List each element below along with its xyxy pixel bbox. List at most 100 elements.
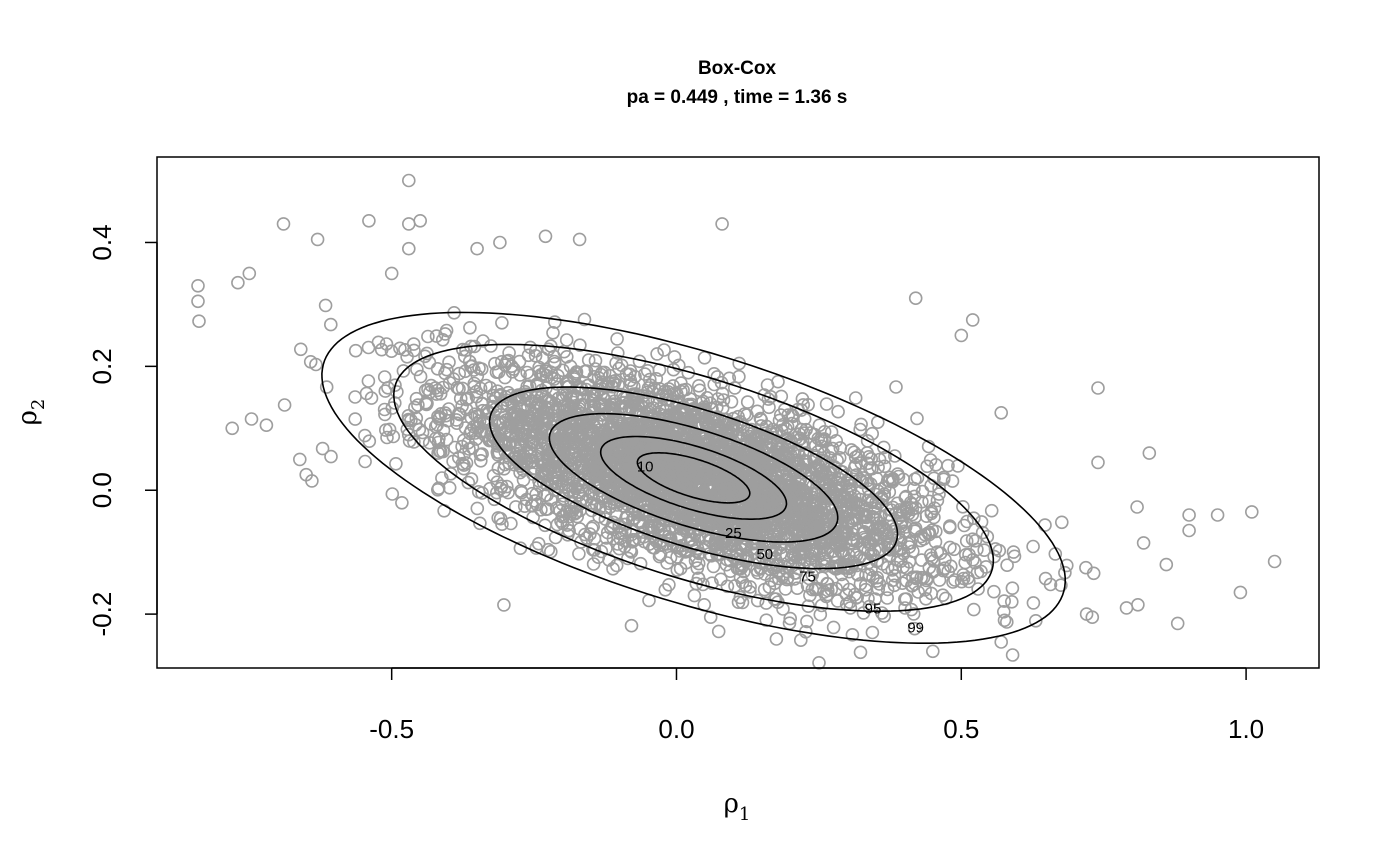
data-point [438,327,453,341]
contour-labels: 10 25 50 75 95 99 [637,459,924,637]
data-point [431,435,446,450]
data-point [348,412,363,426]
data-point [624,377,639,392]
data-point [586,491,601,506]
data-point [551,470,566,485]
data-point [994,635,1009,649]
data-point [413,369,428,384]
data-point [809,494,824,509]
data-point [489,485,504,500]
data-point [893,554,908,569]
data-point [555,363,570,378]
data-point [1038,571,1053,586]
data-point [559,375,574,390]
data-point [975,525,990,540]
data-point [547,354,562,369]
data-point [754,561,769,575]
data-point [242,266,257,281]
data-point [541,440,555,454]
y-tick-label: -0.2 [87,592,117,637]
data-point [572,546,586,561]
data-point [541,453,556,468]
data-point [709,487,723,502]
data-point [309,357,323,372]
data-point [845,627,860,642]
data-point [855,526,870,541]
data-point [751,430,765,445]
data-point [772,498,786,513]
data-point [740,395,755,409]
data-point [401,427,416,442]
data-point [191,294,205,309]
data-point [1130,500,1144,514]
data-point [362,434,377,449]
data-point [401,241,416,256]
data-point [769,592,783,606]
data-point [835,531,850,545]
data-point [960,514,974,529]
data-point [401,173,416,188]
data-point [850,567,865,582]
data-point [852,550,867,564]
data-point [877,609,892,624]
data-point [450,380,465,395]
data-point [729,458,744,473]
data-point [752,524,767,539]
data-point [192,314,206,329]
data-point [512,354,527,369]
data-point [770,518,784,533]
data-point [613,387,628,402]
data-point [966,552,980,567]
data-point [763,389,778,404]
data-point [521,348,536,363]
data-point [348,343,363,358]
data-point [1000,558,1014,573]
data-point [625,512,640,527]
data-point [540,394,555,408]
data-point [440,413,455,428]
data-point [649,534,664,549]
data-point [980,529,995,544]
data-point [612,419,627,433]
data-point [619,450,634,465]
data-point [828,520,843,535]
data-point [820,545,835,560]
data-point [853,422,868,437]
data-point [678,439,693,454]
data-point [364,391,379,405]
data-point [883,542,897,557]
data-point [464,472,479,486]
data-point [761,455,775,470]
data-point [1142,446,1157,460]
data-point [971,582,985,596]
data-point [627,532,642,547]
data-point [572,232,587,247]
data-point [871,582,886,596]
data-point [587,543,602,557]
data-point [948,573,962,587]
data-point [697,350,712,365]
data-point [837,528,852,543]
data-point [576,421,591,435]
data-point [905,507,920,522]
data-point [966,511,981,526]
data-point [808,553,823,568]
data-point [798,446,812,460]
data-point [925,644,940,659]
data-point [459,343,473,357]
y-axis-label-symbol: ρ [13,410,43,425]
data-point [463,320,477,335]
data-point [932,487,946,501]
data-point [225,421,239,436]
data-point [457,349,472,364]
data-point [410,362,424,377]
data-point [958,555,973,570]
data-point [736,428,751,443]
data-point [887,578,902,593]
data-point [585,442,600,457]
data-point [774,537,789,552]
data-point [319,380,334,394]
data-point [513,401,527,416]
data-point [787,572,802,586]
data-point [932,573,947,587]
